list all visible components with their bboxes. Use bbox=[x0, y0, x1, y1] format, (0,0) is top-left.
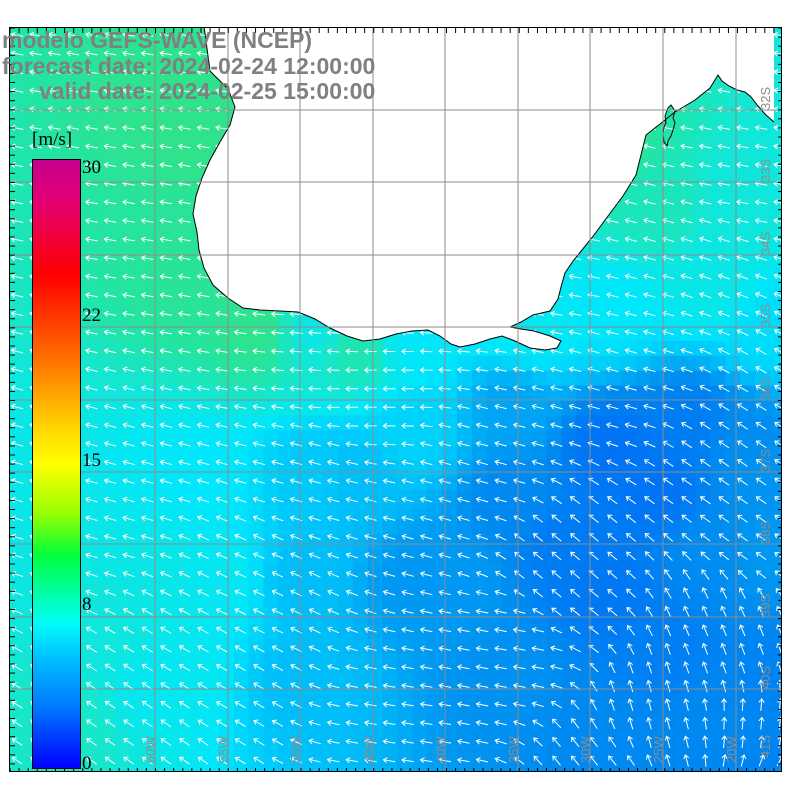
svg-text:39S: 39S bbox=[758, 594, 773, 617]
svg-text:35S: 35S bbox=[758, 304, 773, 327]
svg-text:33S: 33S bbox=[758, 159, 773, 182]
svg-text:25W: 25W bbox=[651, 736, 666, 763]
svg-text:34S: 34S bbox=[758, 232, 773, 255]
svg-text:40W: 40W bbox=[433, 736, 448, 763]
svg-text:35W: 35W bbox=[506, 736, 521, 763]
svg-text:38S: 38S bbox=[758, 521, 773, 544]
svg-text:32S: 32S bbox=[758, 87, 773, 110]
svg-text:45W: 45W bbox=[361, 736, 376, 763]
svg-text:30W: 30W bbox=[578, 736, 593, 763]
svg-text:50W: 50W bbox=[288, 736, 303, 763]
svg-text:40S: 40S bbox=[758, 666, 773, 689]
svg-text:55W: 55W bbox=[216, 736, 231, 763]
svg-text:41S: 41S bbox=[758, 735, 773, 758]
svg-text:60W: 60W bbox=[143, 736, 158, 763]
svg-text:37S: 37S bbox=[758, 449, 773, 472]
svg-text:20W: 20W bbox=[724, 736, 739, 763]
svg-text:36S: 36S bbox=[758, 377, 773, 400]
